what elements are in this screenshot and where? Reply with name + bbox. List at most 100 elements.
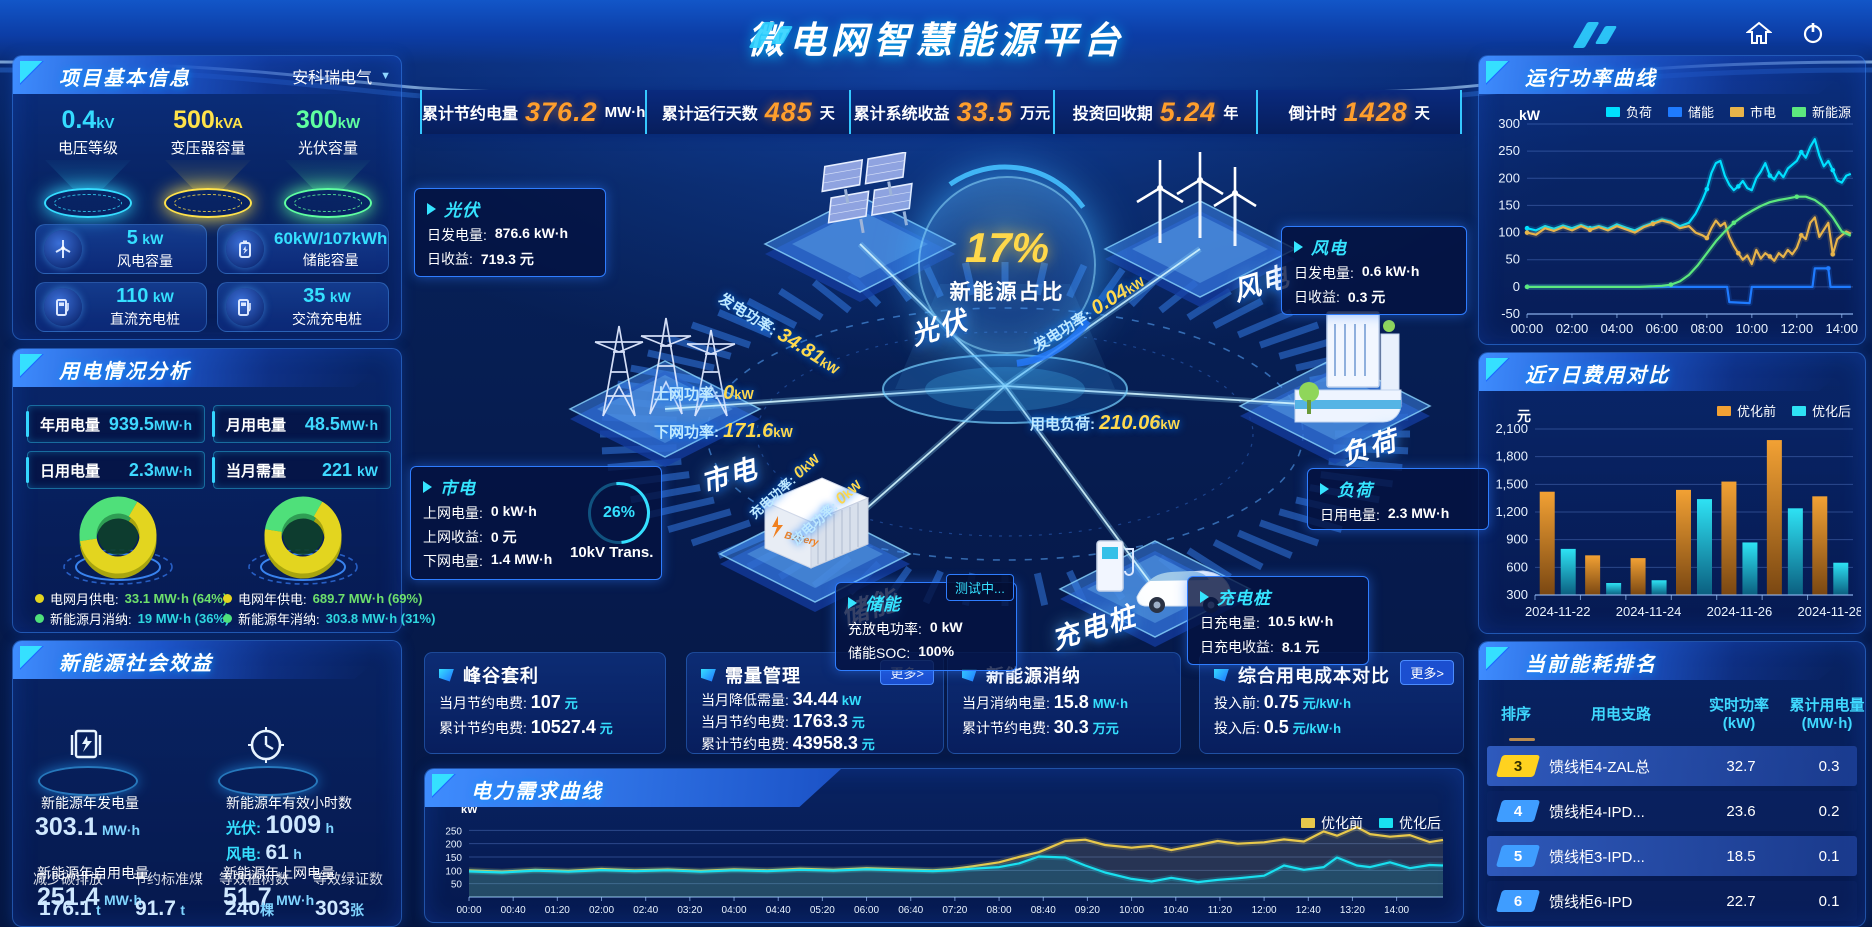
- card-title: 负荷: [1337, 481, 1373, 500]
- row-label: 投入前:: [1214, 695, 1260, 711]
- legend-item: 负荷: [1605, 102, 1652, 121]
- kpi-label: 投资回收期: [1072, 106, 1153, 123]
- svg-text:00:00: 00:00: [1511, 321, 1544, 336]
- stat-label: 当月需量: [226, 462, 287, 480]
- table-row[interactable]: 6 馈线柜6-IPD 22.7 0.1: [1487, 881, 1857, 921]
- svg-text:200: 200: [445, 840, 462, 851]
- row-value: 0 kW·h: [490, 503, 537, 519]
- info-card-load: 负荷 日用电量: 2.3 MW·h: [1307, 468, 1489, 530]
- panel-title: 新能源社会效益: [59, 653, 213, 675]
- table-row[interactable]: 4 馈线柜4-IPD... 23.6 0.2: [1487, 791, 1857, 831]
- svg-text:02:00: 02:00: [1556, 321, 1589, 336]
- panel-demand-curve: 电力需求曲线 优化前 优化后 50 100 150 200 250 00:00 00:40 01…: [424, 768, 1464, 923]
- svg-text:14:00: 14:00: [1825, 321, 1858, 336]
- panel-title: 运行功率曲线: [1525, 68, 1657, 90]
- pedestal-voltage: 0.4kV 电压等级: [28, 106, 148, 218]
- row-value: 2.3 MW·h: [1387, 505, 1450, 521]
- svg-text:01:20: 01:20: [545, 905, 570, 916]
- row-value: 8.1 元: [1281, 639, 1320, 655]
- row-label: 日收益:: [1294, 289, 1340, 305]
- row-label: 日收益:: [427, 251, 473, 267]
- label: 用电负荷:: [1030, 416, 1095, 433]
- kpi-countdown: 倒计时 1428 天: [1256, 90, 1463, 134]
- row-unit: 万元: [1092, 721, 1119, 736]
- value: 176.1: [39, 897, 92, 920]
- value: 171.6: [723, 420, 774, 442]
- col-energy: 累计用电量 (MW·h): [1789, 697, 1865, 732]
- benefit-feed-label: 新能源年上网电量: [223, 865, 335, 881]
- row-label: 当月降低需量:: [701, 692, 789, 708]
- svg-text:2024-11-26: 2024-11-26: [1707, 604, 1773, 619]
- benefit-cert-label: 等效绿证数: [313, 871, 383, 887]
- row-value: 34.44: [792, 689, 838, 709]
- row-label: 累计节约电费:: [439, 720, 527, 736]
- legend-grid-year: 电网年供电: 689.7 MW·h (69%): [223, 589, 422, 608]
- svg-text:08:40: 08:40: [1031, 905, 1056, 916]
- svg-text:12:00: 12:00: [1781, 321, 1814, 336]
- info-card-pv: 光伏 日发电量: 876.6 kW·h 日收益: 719.3 元: [414, 188, 606, 277]
- storage-tooltip: 测试中...: [946, 574, 1014, 601]
- row-label: 上网电量:: [423, 505, 483, 521]
- svg-text:元: 元: [1517, 408, 1531, 424]
- svg-text:14:00: 14:00: [1384, 905, 1409, 916]
- legend-value: 19 MW·h (36%): [137, 611, 230, 626]
- card-value: 110: [116, 285, 149, 307]
- row-value: 10527.4: [530, 717, 596, 737]
- power-button[interactable]: [1792, 14, 1834, 52]
- legend-item: 市电: [1729, 102, 1776, 121]
- value: 61: [265, 841, 289, 864]
- pedestal-value: 300: [295, 106, 338, 134]
- row-label: 当月消纳电量:: [962, 695, 1050, 711]
- kpi-value: 376.2: [525, 96, 598, 127]
- card-value: 35: [303, 285, 326, 307]
- svg-text:-50: -50: [1501, 306, 1520, 321]
- benefit-coal-value: 91.7 t: [135, 897, 185, 921]
- panel-cost-compare: 近7日费用对比 优化前 优化后 300 600 900 1,200 1,500 1,800 2…: [1478, 352, 1866, 634]
- svg-text:150: 150: [445, 853, 462, 864]
- total-energy: 0.1: [1818, 847, 1840, 865]
- value: 0: [723, 382, 735, 404]
- stat-unit: MW·h: [153, 416, 192, 433]
- row-unit: 元/kW·h: [1292, 721, 1342, 736]
- panel-power-header: 运行功率曲线: [1479, 56, 1865, 94]
- svg-text:50: 50: [1506, 252, 1520, 267]
- more-button[interactable]: 更多>: [1400, 660, 1454, 685]
- svg-text:00:00: 00:00: [456, 905, 481, 916]
- label: 光伏:: [226, 820, 261, 837]
- svg-text:00:40: 00:40: [501, 905, 526, 916]
- realtime-power: 32.7: [1726, 757, 1756, 775]
- row-value: 1.4 MW·h: [490, 551, 553, 567]
- panel-usage-analysis: 用电情况分析 年用电量 939.5MW·h 月用电量 48.5MW·h 日用电量 2.…: [12, 348, 435, 633]
- svg-text:04:00: 04:00: [1601, 321, 1634, 336]
- benefit-gen-value: 303.1 MW·h: [35, 813, 140, 842]
- row-label: 当月节约电费:: [439, 695, 527, 711]
- legend-label: 电网月供电:: [50, 592, 119, 607]
- panel-rank-header: 当前能耗排名: [1479, 642, 1865, 680]
- svg-text:05:20: 05:20: [810, 905, 835, 916]
- card-label: 直流充电桩: [110, 311, 180, 327]
- row-value: 1763.3: [792, 711, 848, 731]
- table-row[interactable]: 5 馈线柜3-IPD... 18.5 0.1: [1487, 836, 1857, 876]
- page-title: 微电网智慧能源平台: [747, 20, 1125, 61]
- home-button[interactable]: [1738, 14, 1780, 52]
- benefit-feed-value: 51.7 MW·h: [223, 883, 314, 912]
- card-title: 光伏: [444, 201, 480, 220]
- panel-title: 近7日费用对比: [1525, 365, 1671, 387]
- panel-usage-header: 用电情况分析: [13, 349, 401, 387]
- table-row[interactable]: 3 馈线柜4-ZAL总 32.7 0.3: [1487, 746, 1857, 786]
- pedestal-unit: kW: [337, 115, 361, 132]
- unit: 张: [350, 902, 365, 918]
- svg-text:08:00: 08:00: [987, 905, 1012, 916]
- stat-label: 月用电量: [226, 416, 287, 434]
- arrow-icon: [423, 480, 432, 493]
- svg-text:250: 250: [1498, 143, 1520, 158]
- chevron-down-icon: ▼: [380, 70, 391, 82]
- donut-year-supply: [218, 487, 388, 592]
- panel-cost-header: 近7日费用对比: [1479, 353, 1865, 391]
- unit: h: [325, 820, 335, 836]
- arrow-icon: [427, 202, 436, 215]
- company-select[interactable]: 安科瑞电气 ▼: [292, 64, 391, 88]
- row-value: 0.5: [1263, 717, 1289, 737]
- svg-text:100: 100: [1498, 225, 1520, 240]
- flow-load-power: 用电负荷: 210.06kW: [1030, 412, 1180, 435]
